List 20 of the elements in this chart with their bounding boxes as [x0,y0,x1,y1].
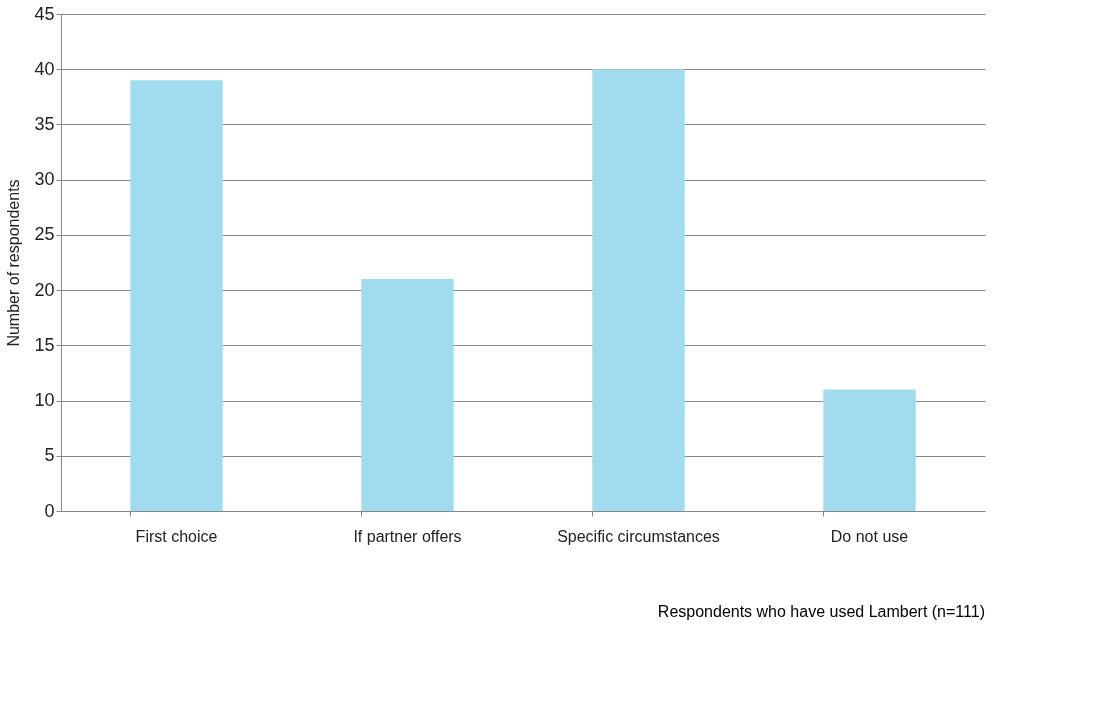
x-tick-label: First choice [135,527,218,545]
bar [130,80,223,511]
x-tick-label: Do not use [830,527,909,545]
y-tick-label: 0 [44,500,55,521]
y-tick-label: 35 [34,113,55,134]
y-tick-label: 20 [34,279,55,300]
y-tick-label: 45 [34,3,55,24]
y-tick-label: 40 [34,58,55,79]
bar [823,389,916,511]
bar [361,279,454,511]
y-tick-label: 10 [34,390,55,411]
bar [592,69,685,511]
x-tick-label: If partner offers [353,527,462,545]
y-tick-label: 5 [44,445,55,466]
y-tick-label: 30 [34,169,55,190]
x-tick-label: Specific circumstances [557,527,720,545]
y-tick-label: 25 [34,224,55,245]
text: Respondents who have used Lambert (n=111) [657,603,985,620]
y-axis-title: Number of respondents [5,179,23,347]
y-tick-label: 15 [34,334,55,355]
